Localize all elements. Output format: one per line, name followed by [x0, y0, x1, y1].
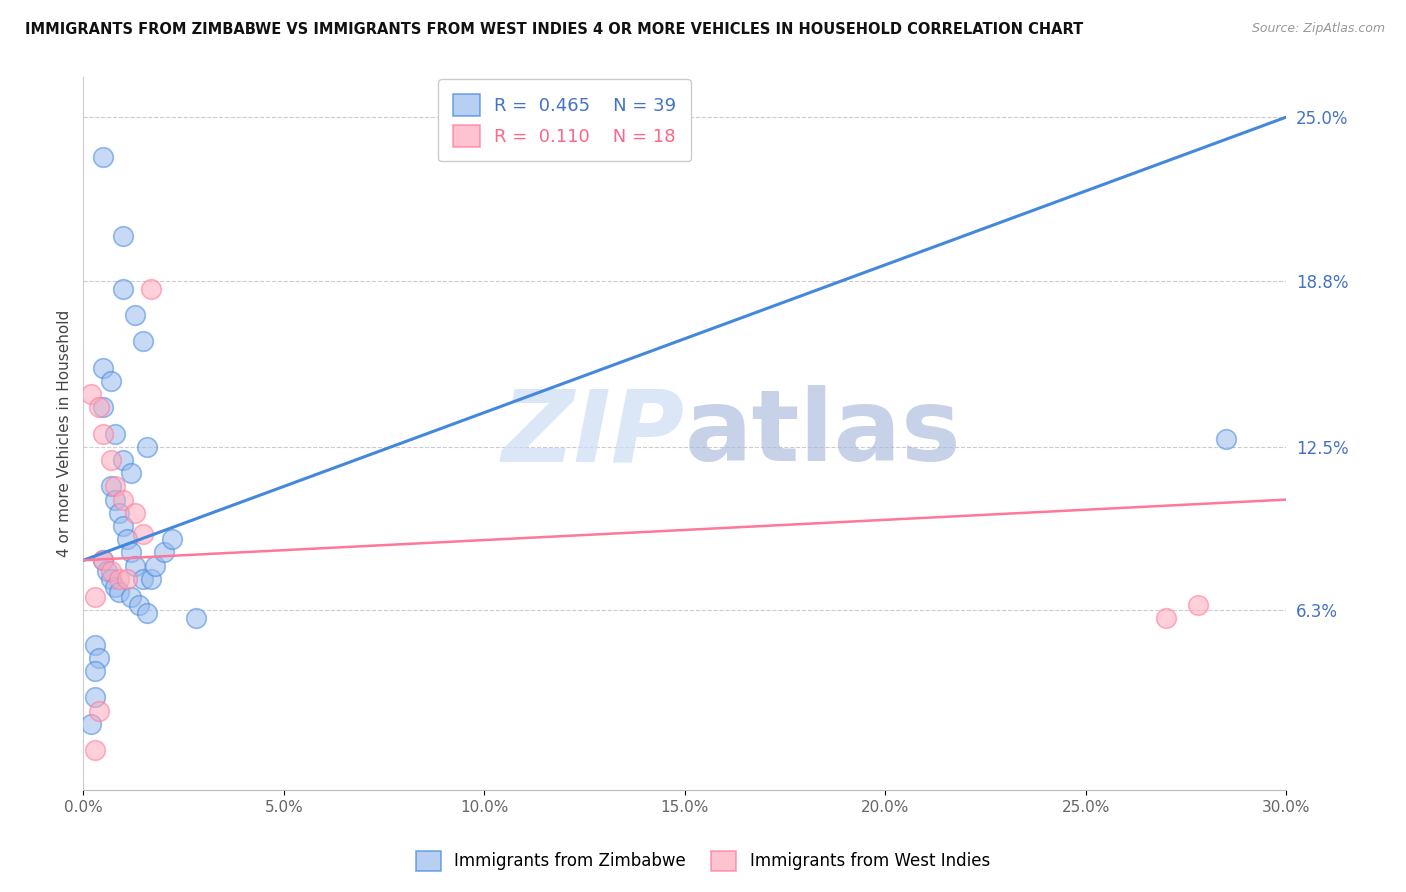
Legend: R =  0.465    N = 39, R =  0.110    N = 18: R = 0.465 N = 39, R = 0.110 N = 18 [439, 79, 690, 161]
Point [184, 611, 207, 625]
Point [112, 228, 135, 243]
Point [124, 308, 146, 322]
Point [141, 572, 163, 586]
Point [93, 360, 115, 375]
Point [152, 545, 174, 559]
Point [93, 553, 115, 567]
Point [84, 690, 107, 705]
Legend: Immigrants from Zimbabwe, Immigrants from West Indies: Immigrants from Zimbabwe, Immigrants fro… [408, 842, 998, 880]
Text: atlas: atlas [685, 385, 962, 483]
Point [1187, 598, 1209, 612]
Point [104, 479, 127, 493]
Point [136, 606, 159, 620]
Point [128, 598, 150, 612]
Point [117, 532, 139, 546]
Point [124, 506, 146, 520]
Point [112, 492, 135, 507]
Point [124, 558, 146, 573]
Point [100, 374, 122, 388]
Y-axis label: 4 or more Vehicles in Household: 4 or more Vehicles in Household [58, 310, 72, 558]
Point [108, 506, 131, 520]
Point [117, 572, 139, 586]
Point [80, 387, 103, 401]
Point [132, 334, 155, 349]
Point [84, 664, 107, 678]
Point [100, 479, 122, 493]
Point [160, 532, 183, 546]
Point [108, 572, 131, 586]
Point [112, 281, 135, 295]
Point [89, 401, 111, 415]
Point [120, 467, 142, 481]
Point [89, 704, 111, 718]
Point [132, 572, 155, 586]
Point [93, 150, 115, 164]
Point [80, 717, 103, 731]
Point [1215, 432, 1237, 446]
Text: ZIP: ZIP [502, 385, 685, 483]
Point [141, 281, 163, 295]
Point [132, 527, 155, 541]
Text: IMMIGRANTS FROM ZIMBABWE VS IMMIGRANTS FROM WEST INDIES 4 OR MORE VEHICLES IN HO: IMMIGRANTS FROM ZIMBABWE VS IMMIGRANTS F… [25, 22, 1084, 37]
Point [93, 426, 115, 441]
Point [112, 519, 135, 533]
Point [100, 564, 122, 578]
Point [104, 492, 127, 507]
Point [136, 440, 159, 454]
Point [100, 572, 122, 586]
Text: Source: ZipAtlas.com: Source: ZipAtlas.com [1251, 22, 1385, 36]
Point [84, 591, 107, 605]
Point [96, 564, 118, 578]
Point [89, 651, 111, 665]
Point [84, 638, 107, 652]
Point [104, 426, 127, 441]
Point [104, 580, 127, 594]
Point [84, 743, 107, 757]
Point [120, 545, 142, 559]
Point [1154, 611, 1177, 625]
Point [93, 401, 115, 415]
Point [93, 553, 115, 567]
Point [145, 558, 167, 573]
Point [100, 453, 122, 467]
Point [108, 585, 131, 599]
Point [120, 591, 142, 605]
Point [112, 453, 135, 467]
